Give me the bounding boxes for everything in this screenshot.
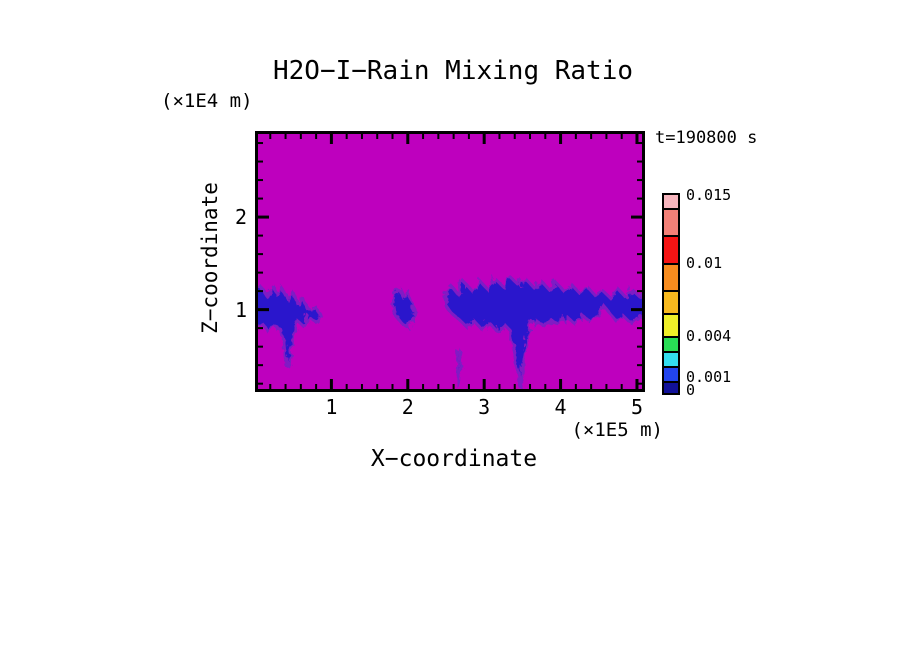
colorbar-segment-amber [664,290,678,313]
colorbar-segment-orange [664,263,678,290]
colorbar-label-0.001: 0.001 [686,368,732,387]
left-rain-band [255,280,321,367]
plot-area [255,131,645,392]
x-tick-label-2: 2 [401,395,414,419]
colorbar [662,193,680,395]
y-tick-label-1: 1 [234,297,247,322]
small-rain-cell [389,284,414,328]
colorbar-segment-blue [664,366,678,381]
colorbar-segment-yellow [664,313,678,336]
y-tick-label-2: 2 [234,205,247,230]
colorbar-segment-pink [664,195,678,208]
colorbar-segment-green [664,336,678,351]
colorbar-label-0.015: 0.015 [686,186,732,204]
colorbar-label-0.01: 0.01 [686,253,723,272]
main-rain-band [441,273,645,386]
thin-rain-streak [453,347,461,387]
colorbar-segment-navy [664,381,678,393]
x-tick-label-1: 1 [325,395,338,419]
x-axis-unit-label: (×1E5 m) [571,419,663,441]
colorbar-segment-salmon [664,208,678,235]
x-tick-label-3: 3 [478,395,491,419]
heatmap-field [255,131,645,392]
colorbar-segment-cyan [664,351,678,366]
x-tick-label-4: 4 [554,395,567,419]
plot-frame [255,131,645,392]
y-axis-title: Z−coordinate [198,182,222,334]
time-annotation: t=190800 s [655,128,758,148]
x-tick-label-5: 5 [630,395,643,419]
chart-title: H2O−I−Rain Mixing Ratio [272,56,634,86]
rain-regions [255,273,645,387]
colorbar-segment-red [664,235,678,263]
field-background [255,131,645,392]
y-axis-unit-label: (×1E4 m) [161,90,253,112]
colorbar-label-0.004: 0.004 [686,326,732,345]
x-axis-title: X−coordinate [370,446,538,472]
colorbar-label-0: 0 [686,381,696,400]
